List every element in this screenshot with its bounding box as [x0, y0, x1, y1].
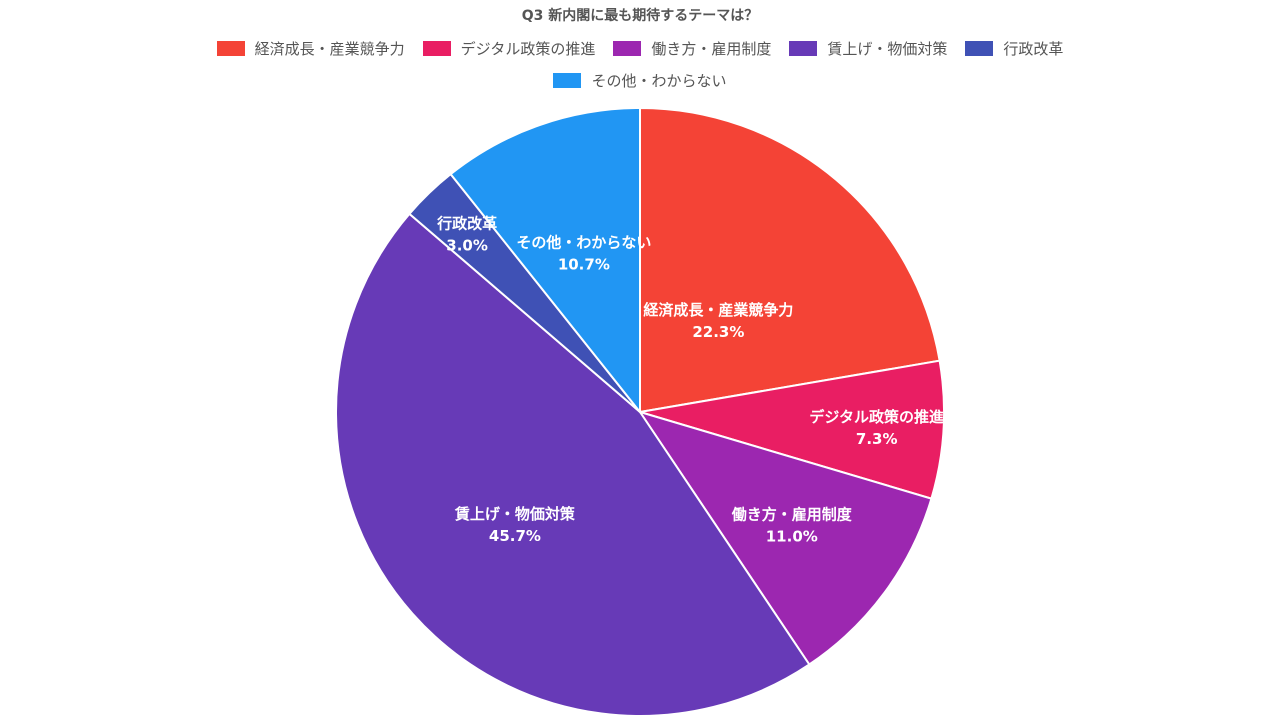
slice-value-other: 10.7%	[558, 255, 610, 273]
legend-swatch	[422, 40, 451, 56]
pie-slice-wages-prices[interactable]	[335, 212, 811, 717]
legend-item-other[interactable]: その他・わからない	[553, 70, 727, 90]
legend-item-digital-policy[interactable]: デジタル政策の推進	[422, 38, 596, 58]
legend-swatch	[965, 40, 994, 56]
pie-slice-digital-policy[interactable]	[639, 359, 945, 500]
legend-label: 経済成長・産業競争力	[254, 39, 405, 58]
slice-value-admin-reform: 3.0%	[446, 236, 488, 254]
pie-slice-other[interactable]	[449, 106, 641, 415]
slice-label-wages-prices: 賃上げ・物価対策	[454, 505, 576, 523]
chart-title: Q3 新内閣に最も期待するテーマは？	[521, 8, 759, 24]
slice-value-work-style: 11.0%	[766, 528, 818, 546]
legend-label: その他・わからない	[591, 71, 727, 90]
legend-label: 働き方・雇用制度	[651, 39, 772, 58]
legend-label: 賃上げ・物価対策	[827, 39, 948, 58]
legend-item-admin-reform[interactable]: 行政改革	[965, 38, 1063, 58]
legend-item-economic-growth[interactable]: 経済成長・産業競争力	[216, 38, 405, 58]
slice-label-other: その他・わからない	[516, 233, 651, 251]
pie-slice-work-style[interactable]	[637, 410, 933, 666]
legend-swatch	[613, 40, 642, 56]
legend-swatch	[553, 72, 582, 88]
slice-label-digital-policy: デジタル政策の推進	[809, 408, 945, 426]
slice-value-economic-growth: 22.3%	[692, 323, 744, 341]
legend-item-wages-prices[interactable]: 賃上げ・物価対策	[789, 38, 947, 58]
pie-slice-economic-growth[interactable]	[639, 106, 941, 414]
slice-label-economic-growth: 経済成長・産業競争力	[643, 301, 793, 319]
legend: 経済成長・産業競争力 デジタル政策の推進 働き方・雇用制度 賃上げ・物価対策 行…	[140, 38, 1140, 90]
legend-item-work-style[interactable]: 働き方・雇用制度	[613, 38, 771, 58]
slice-value-digital-policy: 7.3%	[856, 430, 898, 448]
slice-value-wages-prices: 45.7%	[489, 527, 541, 545]
legend-swatch	[789, 40, 818, 56]
legend-swatch	[216, 40, 245, 56]
legend-label: 行政改革	[1003, 39, 1064, 58]
slice-label-admin-reform: 行政改革	[436, 214, 497, 232]
legend-label: デジタル政策の推進	[460, 39, 596, 58]
slice-label-work-style: 働き方・雇用制度	[731, 506, 853, 524]
